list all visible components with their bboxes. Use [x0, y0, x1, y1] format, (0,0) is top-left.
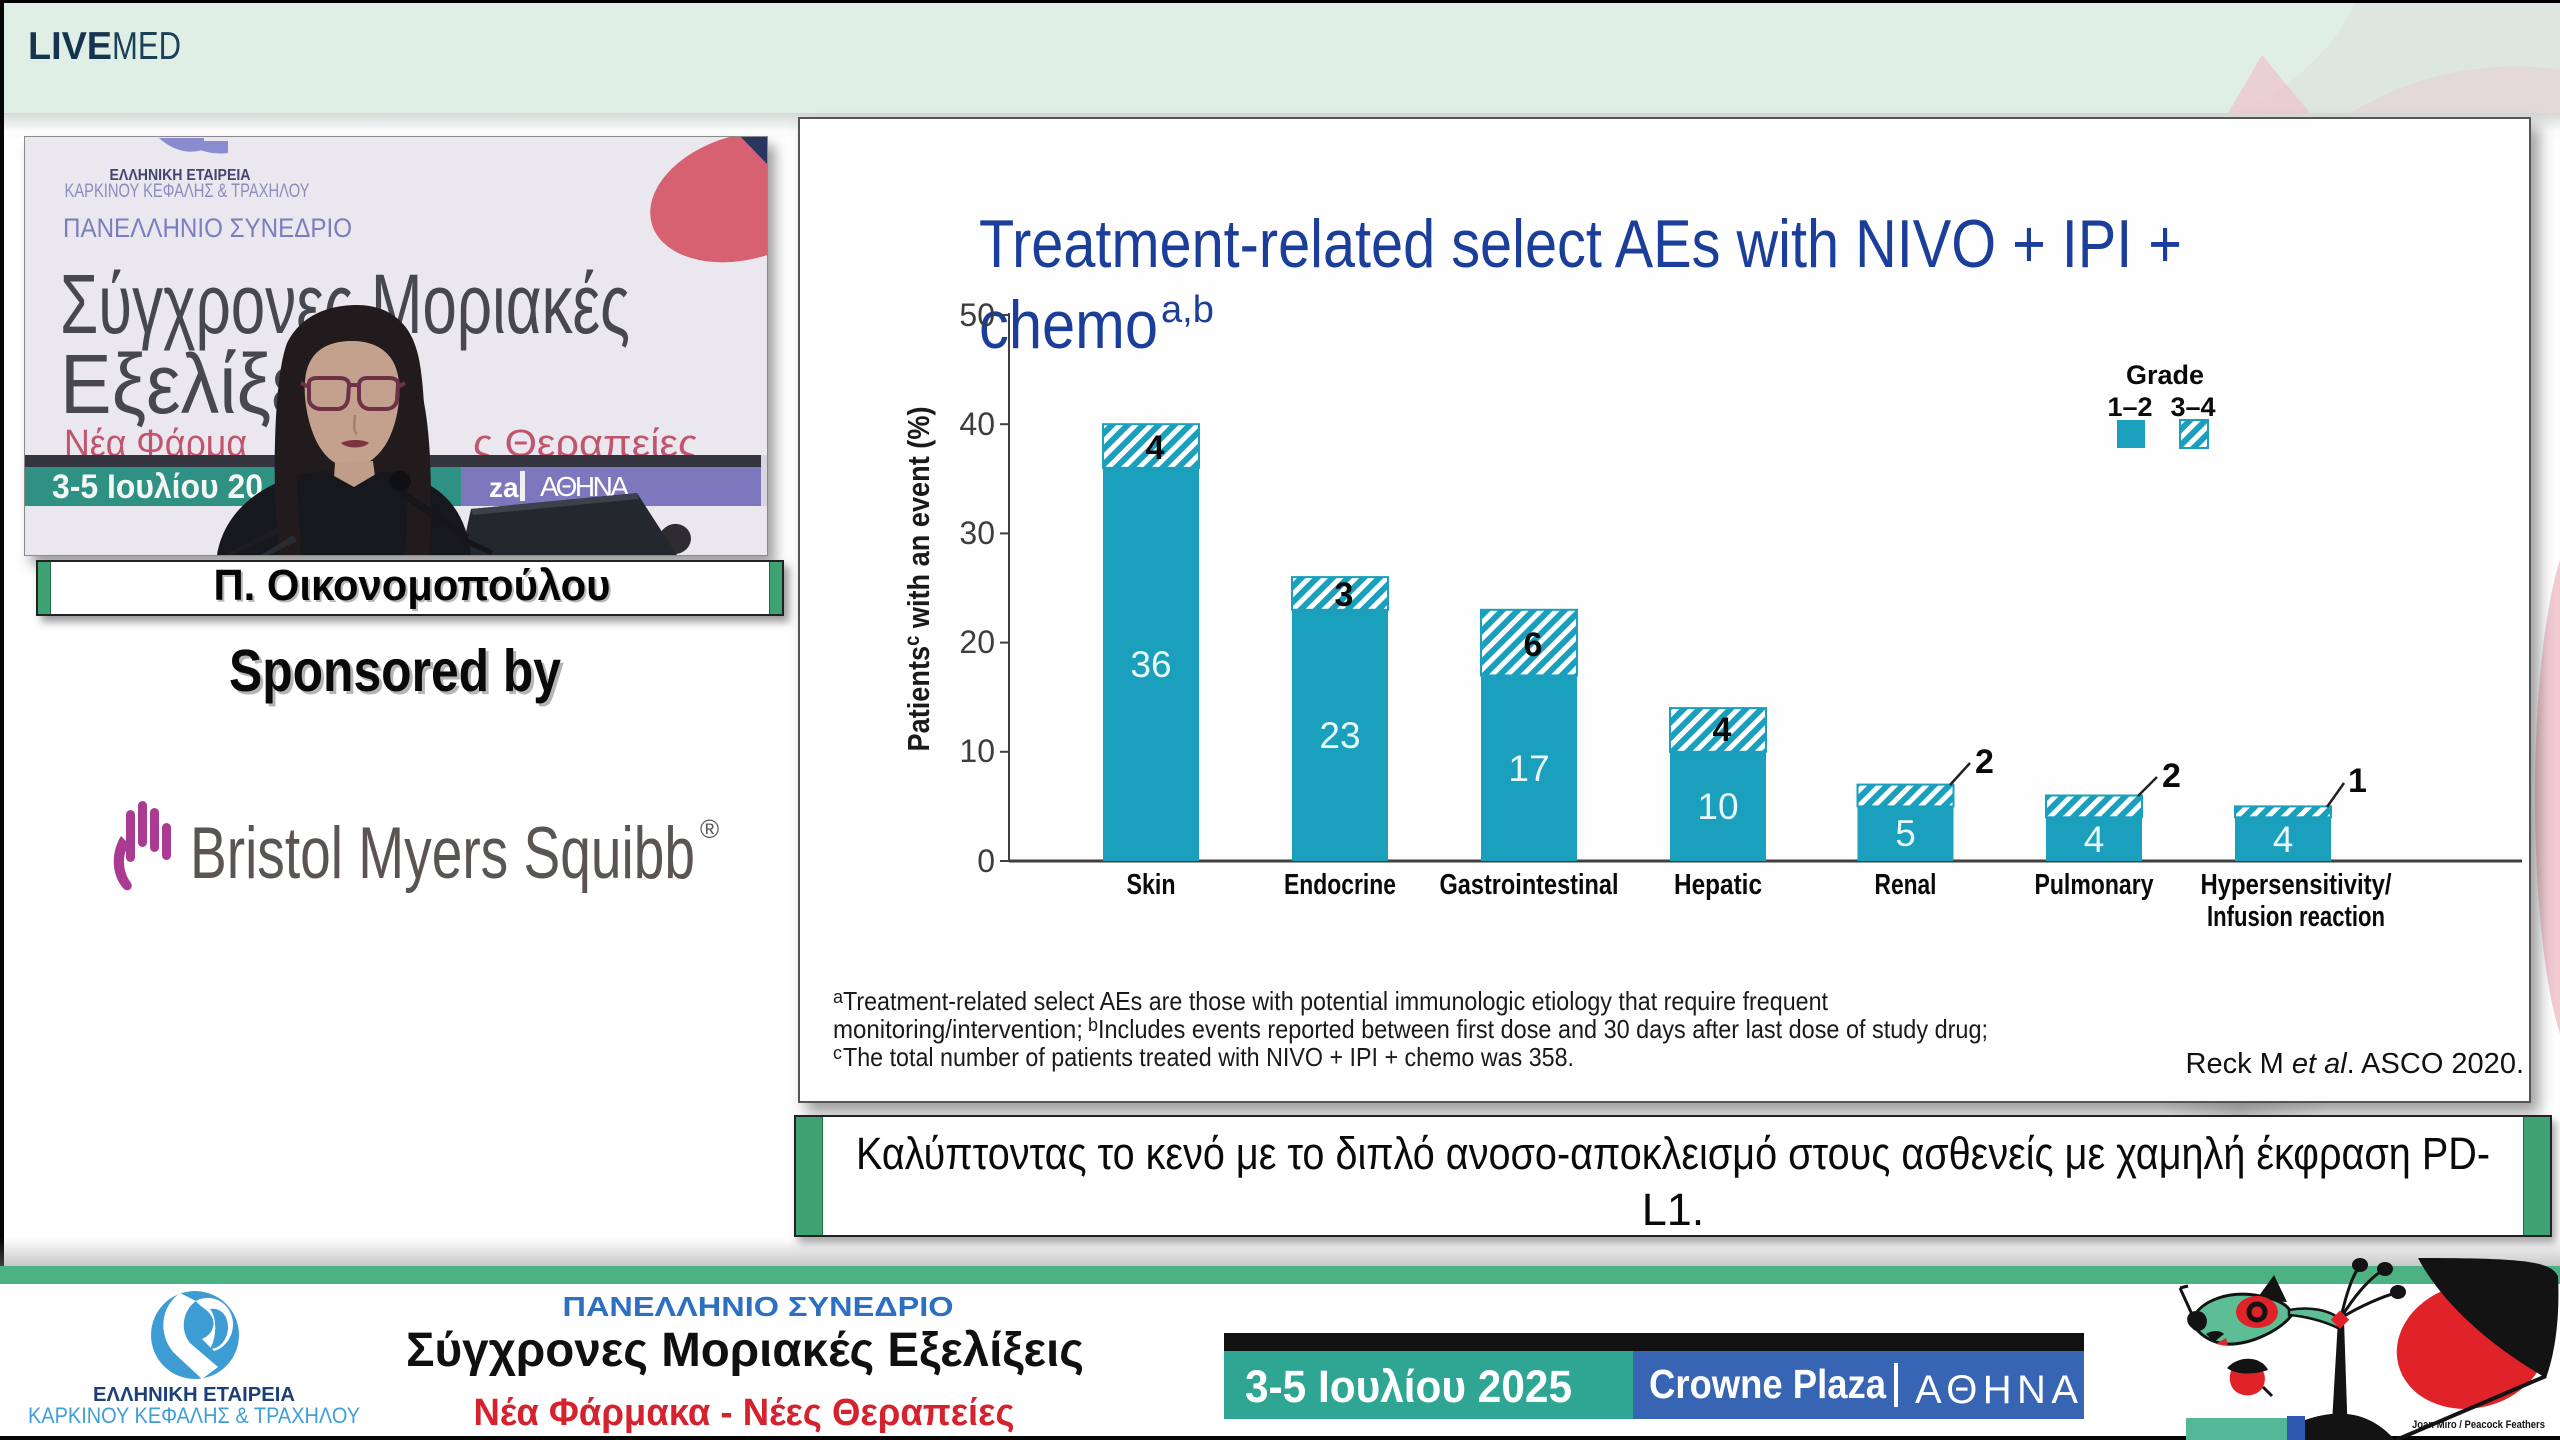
svg-text:ΕΛΛΗΝΙΚΗ ΕΤΑΙΡΕΙΑ: ΕΛΛΗΝΙΚΗ ΕΤΑΙΡΕΙΑ	[93, 1384, 295, 1406]
svg-text:4: 4	[2273, 819, 2294, 860]
svg-text:Bristol Myers Squibb: Bristol Myers Squibb	[190, 813, 695, 894]
svg-text:17: 17	[1508, 748, 1549, 789]
svg-text:4: 4	[1146, 429, 1165, 467]
svg-text:4: 4	[2084, 819, 2105, 860]
svg-text:b: b	[1088, 1015, 1098, 1035]
svg-text:The total number of patients t: The total number of patients treated wit…	[843, 1042, 1574, 1072]
svg-text:Π. Οικονομοπούλου: Π. Οικονομοπούλου	[214, 562, 611, 610]
svg-text:Includes events reported betwe: Includes events reported between first d…	[1098, 1014, 1988, 1044]
svg-text:Treatment-related select AEs w: Treatment-related select AEs with NIVO +…	[979, 206, 2182, 282]
svg-text:MED: MED	[112, 25, 181, 68]
svg-text:3-5 Ιουλίου 2025: 3-5 Ιουλίου 2025	[1245, 1361, 1572, 1412]
svg-text:2: 2	[1975, 743, 1994, 781]
svg-text:Sponsored by: Sponsored by	[232, 641, 564, 707]
svg-text:Pulmonary: Pulmonary	[2035, 869, 2154, 901]
svg-text:Hypersensitivity/: Hypersensitivity/	[2201, 869, 2392, 901]
svg-text:Σύγχρονες Μοριακές Εξελίξεις: Σύγχρονες Μοριακές Εξελίξεις	[406, 1324, 1084, 1377]
svg-text:10: 10	[959, 733, 995, 769]
svg-text:Endocrine: Endocrine	[1284, 869, 1396, 901]
svg-text:20: 20	[959, 624, 995, 660]
svg-text:3-5 Ιουλίου 20: 3-5 Ιουλίου 20	[52, 468, 263, 506]
svg-text:monitoring/intervention;: monitoring/intervention;	[833, 1014, 1083, 1044]
svg-text:Sponsored by: Sponsored by	[229, 638, 561, 704]
svg-text:Skin: Skin	[1127, 869, 1176, 901]
svg-text:ΚΑΡΚΙΝΟΥ ΚΕΦΑΛΗΣ & ΤΡΑΧΗΛΟΥ: ΚΑΡΚΙΝΟΥ ΚΕΦΑΛΗΣ & ΤΡΑΧΗΛΟΥ	[28, 1403, 360, 1428]
svg-text:Treatment-related select AEs a: Treatment-related select AEs are those w…	[843, 986, 1829, 1016]
svg-text:Patientsc with an event (%): Patientsc with an event (%)	[901, 407, 936, 752]
svg-text:Crowne Plaza: Crowne Plaza	[1649, 1361, 1887, 1407]
svg-text:Hepatic: Hepatic	[1674, 869, 1762, 901]
svg-text:Νέα Φάρμακα - Νέες Θεραπείες: Νέα Φάρμακα - Νέες Θεραπείες	[474, 1392, 1015, 1434]
svg-text:36: 36	[1130, 644, 1171, 685]
svg-text:30: 30	[959, 515, 995, 551]
svg-text:®: ®	[700, 814, 719, 844]
svg-text:0: 0	[977, 843, 995, 879]
svg-text:ΠΑΝΕΛΛΗΝΙΟ ΣΥΝΕΔΡΙΟ: ΠΑΝΕΛΛΗΝΙΟ ΣΥΝΕΔΡΙΟ	[63, 213, 352, 243]
svg-text:ΕΛΛΗΝΙΚΗ ΕΤΑΙΡΕΙΑ: ΕΛΛΗΝΙΚΗ ΕΤΑΙΡΕΙΑ	[110, 167, 251, 184]
svg-text:a: a	[833, 987, 844, 1007]
svg-text:3: 3	[1335, 576, 1354, 614]
svg-text:23: 23	[1319, 715, 1360, 756]
svg-text:Reck M et al. ASCO 2020.: Reck M et al. ASCO 2020.	[2186, 1048, 2525, 1080]
svg-text:10: 10	[1697, 786, 1738, 827]
svg-text:2: 2	[2162, 757, 2181, 795]
svg-text:40: 40	[959, 406, 995, 442]
svg-text:50: 50	[959, 297, 995, 333]
svg-text:Καλύπτοντας το κενό με το διπλ: Καλύπτοντας το κενό με το διπλό ανοσο-απ…	[856, 1128, 2490, 1179]
svg-text:ΠΑΝΕΛΛΗΝΙΟ ΣΥΝΕΔΡΙΟ: ΠΑΝΕΛΛΗΝΙΟ ΣΥΝΕΔΡΙΟ	[563, 1291, 954, 1322]
svg-text:4: 4	[1713, 711, 1732, 749]
svg-text:6: 6	[1524, 626, 1543, 664]
svg-text:5: 5	[1895, 813, 1916, 854]
svg-text:Joan Miro / Peacock Feathers: Joan Miro / Peacock Feathers	[2412, 1419, 2545, 1431]
svg-text:1: 1	[2348, 762, 2367, 800]
svg-text:c: c	[833, 1043, 842, 1063]
svg-text:ΚΑΡΚΙΝΟΥ ΚΕΦΑΛΗΣ & ΤΡΑΧΗΛΟΥ: ΚΑΡΚΙΝΟΥ ΚΕΦΑΛΗΣ & ΤΡΑΧΗΛΟΥ	[65, 181, 310, 202]
svg-text:L1.: L1.	[1642, 1184, 1705, 1235]
svg-text:Infusion reaction: Infusion reaction	[2207, 901, 2385, 933]
svg-text:1–2: 1–2	[2107, 392, 2152, 422]
svg-text:Gastrointestinal: Gastrointestinal	[1440, 869, 1619, 901]
svg-text:LIVE: LIVE	[28, 25, 112, 68]
svg-text:chemo: chemo	[979, 287, 1158, 363]
svg-text:Π. Οικονομοπούλου: Π. Οικονομοπούλου	[216, 563, 613, 612]
svg-text:3–4: 3–4	[2170, 392, 2215, 422]
svg-text:ΑΘΗΝΑ: ΑΘΗΝΑ	[1915, 1368, 2078, 1412]
svg-text:a,b: a,b	[1161, 289, 1214, 331]
svg-text:Renal: Renal	[1875, 869, 1937, 901]
svg-text:za: za	[489, 472, 519, 503]
svg-text:Grade: Grade	[2126, 360, 2204, 390]
